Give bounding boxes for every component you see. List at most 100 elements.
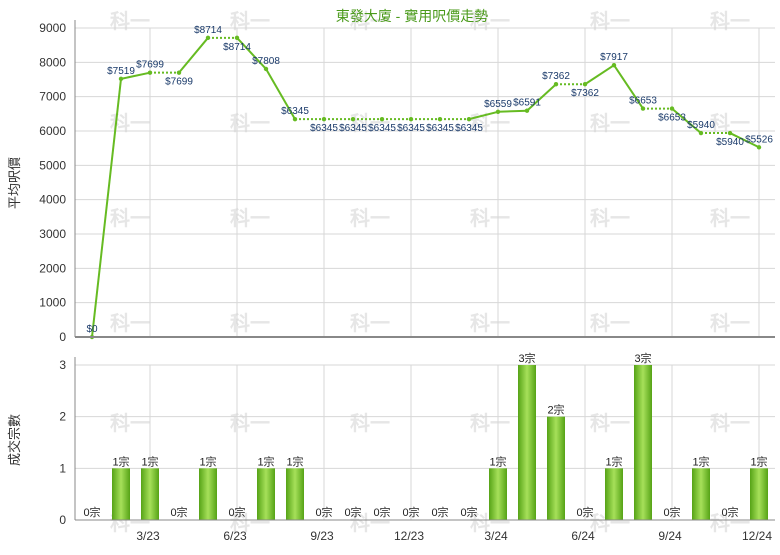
count-y-tick-label: 1 — [59, 461, 66, 475]
watermark-text: 科一 — [710, 9, 750, 33]
price-line-segment — [120, 71, 151, 80]
price-point — [582, 82, 588, 87]
price-point — [292, 116, 298, 122]
count-bar — [518, 365, 536, 520]
price-y-tick-label: 3000 — [39, 227, 66, 241]
price-point — [321, 116, 327, 122]
price-data-label: $6653 — [629, 96, 657, 107]
count-bar — [692, 468, 710, 520]
watermark-text: 科一 — [110, 9, 150, 33]
watermark-text: 科一 — [110, 411, 150, 435]
watermark-text: 科一 — [470, 311, 510, 335]
price-line-segment — [236, 37, 267, 70]
x-tick-label: 9/23 — [310, 529, 334, 543]
watermark-text: 科一 — [350, 9, 390, 33]
price-line-segment — [497, 109, 528, 113]
price-data-label: $6345 — [455, 123, 483, 134]
x-tick-label: 12/23 — [394, 529, 424, 543]
count-bar-label: 1宗 — [199, 454, 216, 468]
price-line — [89, 35, 762, 340]
price-data-label: $7808 — [252, 56, 280, 67]
count-bar — [286, 468, 304, 520]
price-point — [118, 76, 124, 82]
count-y-axis-label: 成交宗數 — [7, 414, 22, 466]
count-bar-label: 0宗 — [576, 505, 593, 519]
count-bar-label: 0宗 — [721, 505, 738, 519]
price-point — [640, 106, 646, 111]
count-bar-label: 1宗 — [605, 454, 622, 468]
price-data-label: $6345 — [397, 123, 425, 134]
price-data-label: $6591 — [513, 98, 541, 109]
watermark-text: 科一 — [350, 206, 390, 230]
watermark-text: 科一 — [110, 311, 150, 335]
count-y-tick-label: 3 — [59, 358, 66, 372]
watermark-text: 科一 — [230, 206, 270, 230]
price-point — [205, 35, 211, 41]
price-line-segment — [671, 107, 702, 134]
price-point — [524, 108, 530, 113]
price-point — [176, 70, 182, 75]
count-bar-label: 0宗 — [663, 505, 680, 519]
price-line-segment — [729, 132, 760, 149]
price-point — [669, 106, 675, 111]
watermark-text: 科一 — [350, 311, 390, 335]
price-line-segment — [526, 83, 557, 112]
price-point — [408, 116, 414, 122]
price-y-tick-label: 1000 — [39, 296, 66, 310]
count-bar — [750, 468, 768, 520]
axes — [74, 20, 775, 521]
count-bar — [605, 468, 623, 520]
price-data-label: $6345 — [339, 123, 367, 134]
count-bar-label: 0宗 — [431, 505, 448, 519]
watermark-text: 科一 — [590, 206, 630, 230]
price-data-label: $6345 — [310, 123, 338, 134]
price-y-tick-label: 7000 — [39, 90, 66, 104]
price-point — [350, 116, 356, 122]
price-data-label: $6345 — [281, 106, 309, 117]
price-data-label: $8714 — [194, 25, 222, 36]
price-data-label: $6653 — [658, 113, 686, 124]
price-data-label: $7699 — [165, 77, 193, 88]
x-tick-label: 9/24 — [658, 529, 682, 543]
count-bar-label: 0宗 — [315, 505, 332, 519]
count-bar-label: 1宗 — [286, 454, 303, 468]
price-point — [611, 62, 617, 68]
count-bar-label: 0宗 — [228, 505, 245, 519]
price-line-segment — [584, 64, 615, 86]
count-bar — [112, 468, 130, 520]
count-bar — [141, 468, 159, 520]
count-bar-label: 0宗 — [83, 505, 100, 519]
price-point — [466, 116, 472, 122]
price-y-tick-label: 6000 — [39, 124, 66, 138]
watermark-text: 科一 — [710, 311, 750, 335]
price-point — [437, 116, 443, 122]
price-point — [756, 145, 762, 150]
count-bar-label: 0宗 — [402, 505, 419, 519]
price-grid: 0 1000 2000 3000 4000 5000 6000 7000 8000 9000 — [39, 21, 775, 344]
price-line-segment — [178, 37, 209, 74]
price-point — [698, 130, 704, 136]
watermark-text: 科一 — [350, 411, 390, 435]
count-bar-label: 0宗 — [460, 505, 477, 519]
watermark-text: 科一 — [710, 206, 750, 230]
count-bar — [489, 468, 507, 520]
price-y-tick-label: 4000 — [39, 193, 66, 207]
price-y-tick-label: 5000 — [39, 158, 66, 172]
price-line-segment — [91, 78, 122, 338]
price-data-label: $0 — [86, 324, 98, 335]
x-tick-label: 12/24 — [742, 529, 772, 543]
count-bar-label: 1宗 — [692, 454, 709, 468]
watermark-text: 科一 — [470, 411, 510, 435]
watermark-text: 科一 — [470, 9, 510, 33]
count-bar-label: 1宗 — [112, 454, 129, 468]
watermark-text: 科一 — [350, 511, 390, 535]
price-y-axis-label: 平均呎價 — [7, 157, 22, 209]
count-bar-label: 1宗 — [750, 454, 767, 468]
price-point — [379, 116, 385, 122]
price-y-tick-label: 9000 — [39, 21, 66, 35]
x-tick-label: 6/23 — [223, 529, 247, 543]
watermark-text: 科一 — [710, 511, 750, 535]
count-bar-label: 0宗 — [170, 505, 187, 519]
